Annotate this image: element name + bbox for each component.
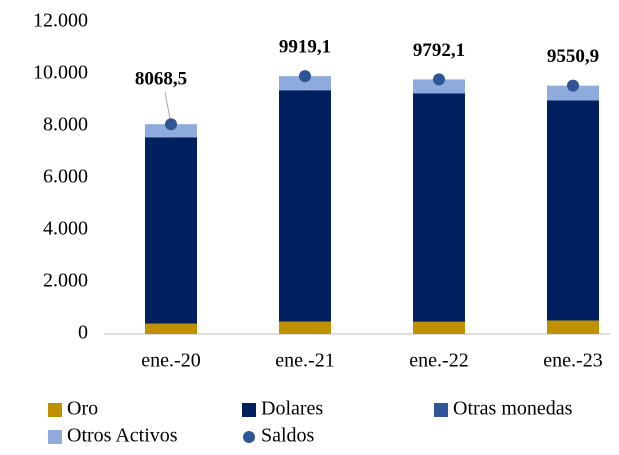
bar-segment bbox=[279, 76, 331, 90]
data-label: 9792,1 bbox=[413, 40, 465, 61]
saldo-dot bbox=[165, 118, 177, 131]
bar-segment bbox=[547, 100, 599, 321]
legend-label: Oro bbox=[67, 398, 98, 420]
bar-segment bbox=[279, 89, 331, 91]
legend-marker bbox=[48, 403, 62, 417]
y-tick-label: 12.000 bbox=[33, 10, 88, 32]
bar-segment bbox=[145, 124, 197, 137]
bar-segment bbox=[145, 323, 197, 334]
saldo-dot bbox=[299, 70, 311, 83]
y-tick-label: 0 bbox=[78, 322, 88, 344]
x-tick-label: ene.-20 bbox=[141, 350, 200, 372]
y-tick-label: 10.000 bbox=[33, 62, 88, 84]
bar-segment bbox=[279, 321, 331, 334]
saldo-dot bbox=[567, 79, 579, 92]
x-tick-label: ene.-21 bbox=[275, 350, 334, 372]
bar-segment bbox=[413, 93, 465, 322]
bar-segment bbox=[413, 321, 465, 334]
x-tick-label: ene.-22 bbox=[409, 350, 468, 372]
legend-label: Dolares bbox=[261, 398, 323, 420]
bar-segment bbox=[145, 137, 197, 324]
bar-segment bbox=[145, 136, 197, 138]
bar-segment bbox=[547, 100, 599, 101]
legend-label: Saldos bbox=[261, 425, 315, 447]
y-tick-label: 4.000 bbox=[43, 218, 88, 240]
y-tick-label: 6.000 bbox=[43, 166, 88, 188]
data-label: 8068,5 bbox=[135, 69, 187, 90]
saldo-dot bbox=[433, 73, 445, 86]
legend-marker bbox=[242, 403, 256, 417]
legend-label: Otros Activos bbox=[67, 425, 178, 447]
legend-marker bbox=[434, 403, 448, 417]
bar-segment bbox=[413, 79, 465, 93]
data-label: 9919,1 bbox=[279, 36, 331, 57]
x-tick-label: ene.-23 bbox=[543, 350, 602, 372]
bar-segment bbox=[413, 92, 465, 94]
y-tick-label: 2.000 bbox=[43, 270, 88, 292]
data-label: 9550,9 bbox=[547, 46, 599, 67]
y-tick-label: 8.000 bbox=[43, 114, 88, 136]
legend-marker bbox=[48, 430, 62, 444]
legend-label: Otras monedas bbox=[453, 398, 573, 420]
bar-segment bbox=[547, 320, 599, 334]
legend-marker bbox=[243, 431, 255, 443]
bar-segment bbox=[279, 90, 331, 322]
bar-segment bbox=[547, 85, 599, 100]
